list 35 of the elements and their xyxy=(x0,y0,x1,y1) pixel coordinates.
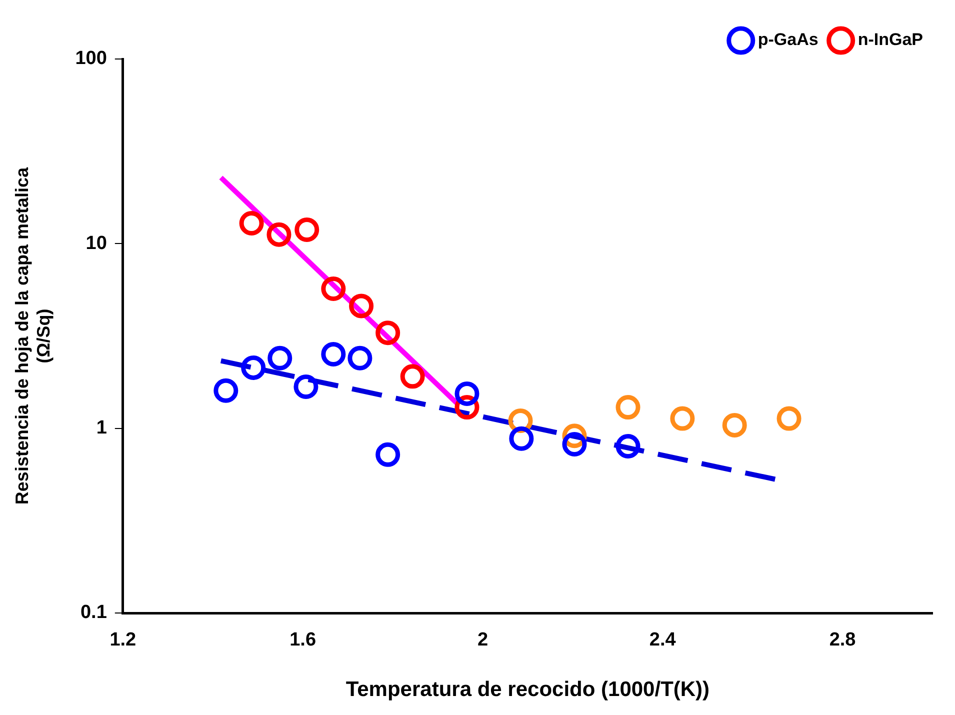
point xyxy=(616,395,640,420)
point xyxy=(239,210,264,236)
point xyxy=(376,442,400,467)
point xyxy=(266,222,292,247)
legend-label: n-InGaP xyxy=(858,30,923,50)
x-axis-title: Temperatura de recocido (1000/T(K)) xyxy=(346,678,710,702)
y-tick-label: 10 xyxy=(86,232,107,254)
point xyxy=(400,364,425,389)
point xyxy=(509,426,534,451)
y-tick-label: 100 xyxy=(75,48,107,70)
point xyxy=(321,342,346,366)
y-tick-label: 1 xyxy=(96,418,108,439)
y-tick-label: 0.1 xyxy=(80,602,108,624)
point xyxy=(562,432,587,456)
x-tick-label: 1.6 xyxy=(290,630,316,651)
point xyxy=(268,346,292,370)
point xyxy=(776,406,802,431)
point xyxy=(294,374,318,399)
point xyxy=(348,346,372,370)
legend-label: p-GaAs xyxy=(758,30,818,50)
point xyxy=(670,406,695,431)
point xyxy=(454,381,480,406)
point xyxy=(722,412,747,438)
x-tick-label: 2.8 xyxy=(829,630,856,651)
point xyxy=(376,320,400,346)
x-tick-label: 2.4 xyxy=(649,630,676,651)
point xyxy=(321,276,346,301)
point xyxy=(241,355,266,380)
point xyxy=(294,217,320,242)
point xyxy=(214,378,238,403)
x-tick-label: 1.2 xyxy=(110,630,136,651)
point xyxy=(616,434,640,458)
point xyxy=(349,294,374,318)
y-axis-title: Resistencia de hoja de la capa metalica (Ω/Sq) xyxy=(12,166,54,505)
x-tick-label: 2 xyxy=(477,630,488,651)
